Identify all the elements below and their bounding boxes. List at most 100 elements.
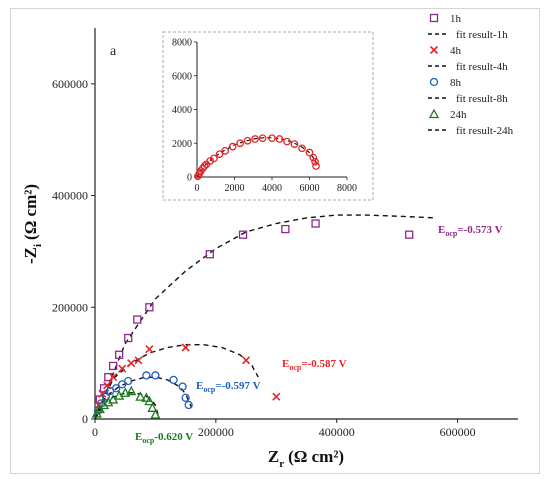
data-point-1h bbox=[108, 361, 118, 371]
inset-y-tick-label: 4000 bbox=[172, 105, 192, 116]
legend-label-fit-result-4h: fit result-4h bbox=[456, 61, 508, 73]
inset-data-point bbox=[251, 135, 259, 143]
data-point-24h bbox=[126, 385, 137, 396]
fit-curve-fit-result-4h bbox=[94, 344, 259, 420]
inset-plot: 0 2000 4000 6000 8000 0 2000 4000 6000 8000 bbox=[162, 31, 374, 201]
annotations: Eocp=-0.573 V Eocp=-0.587 V Eocp=-0.597 V E… bbox=[135, 224, 503, 445]
legend-marker-24h bbox=[428, 108, 440, 119]
figure-frame bbox=[10, 8, 540, 474]
y-tick-label: 0 bbox=[82, 412, 88, 426]
inset-data-point bbox=[221, 146, 229, 155]
data-point-24h bbox=[98, 399, 110, 410]
data-point-8h bbox=[142, 371, 151, 380]
data-point-24h bbox=[135, 391, 146, 401]
legend-label-24h: 24h bbox=[450, 109, 467, 121]
data-point-1h bbox=[281, 224, 290, 234]
inset-y-tick-label: 8000 bbox=[172, 38, 192, 49]
svg-text:-Zi(Ω cm²): -Zi(Ω cm²) bbox=[21, 184, 44, 264]
inset-y-tick-label: 2000 bbox=[172, 139, 192, 150]
ocp-annotation: Eocp=-0.587 V bbox=[282, 358, 347, 372]
inset-data-point bbox=[236, 139, 244, 148]
data-point-8h bbox=[169, 375, 178, 385]
y-tick-label: 600000 bbox=[52, 77, 88, 91]
data-point-4h bbox=[145, 345, 154, 354]
x-tick-label: 600000 bbox=[440, 425, 476, 439]
inset-y-tick-label: 0 bbox=[187, 173, 192, 184]
legend-marker-8h bbox=[429, 77, 439, 87]
data-point-8h bbox=[178, 382, 187, 391]
data-point-1h bbox=[311, 219, 320, 228]
data-point-1h bbox=[124, 333, 133, 343]
data-point-8h bbox=[101, 392, 111, 401]
data-point-8h bbox=[184, 400, 193, 410]
data-point-1h bbox=[205, 250, 214, 259]
legend-label-4h: 4h bbox=[450, 45, 462, 57]
data-point-8h bbox=[151, 371, 160, 380]
data-point-4h bbox=[134, 356, 143, 365]
legend-label-fit-result-24h: fit result-24h bbox=[456, 125, 514, 137]
inset-data-point bbox=[243, 136, 252, 145]
data-point-24h bbox=[120, 387, 131, 397]
panel-label: a bbox=[110, 44, 117, 59]
data-point-24h bbox=[147, 402, 158, 412]
inset-x-tick-label: 0 bbox=[195, 183, 200, 194]
inset-data-point bbox=[311, 157, 319, 166]
legend-label-fit-result-8h: fit result-8h bbox=[456, 93, 508, 105]
legend-marker-4h bbox=[429, 45, 439, 55]
legend-label-1h: 1h bbox=[450, 13, 462, 25]
data-point-8h bbox=[181, 393, 190, 402]
data-point-4h bbox=[109, 373, 118, 382]
inset-data-point bbox=[215, 150, 224, 159]
legend-marker-1h bbox=[429, 13, 439, 23]
data-point-1h bbox=[405, 230, 414, 239]
data-point-1h bbox=[104, 372, 113, 382]
data-point-4h bbox=[127, 359, 136, 368]
data-point-24h bbox=[91, 408, 102, 418]
data-point-8h bbox=[124, 376, 133, 386]
data-point-4h bbox=[98, 389, 107, 398]
inset-data-point bbox=[290, 140, 299, 148]
inset-data-point bbox=[312, 162, 320, 170]
fit-curve-fit-result-1h bbox=[94, 214, 437, 420]
data-point-1h bbox=[115, 350, 124, 359]
x-tick-label: 0 bbox=[92, 425, 98, 439]
ocp-annotation: Eocp-0.620 V bbox=[135, 431, 193, 445]
legend-label-8h: 8h bbox=[450, 77, 462, 89]
ocp-annotation: Eocp=-0.573 V bbox=[438, 224, 503, 238]
inset-data-point bbox=[210, 154, 218, 163]
data-point-1h bbox=[145, 303, 154, 312]
y-tick-label: 200000 bbox=[52, 300, 88, 314]
inset-data-point bbox=[305, 148, 314, 157]
inset-data-point bbox=[275, 135, 284, 143]
legend-label-fit-result-1h: fit result-1h bbox=[456, 29, 508, 41]
data-point-24h bbox=[141, 392, 152, 402]
inset-x-tick-label: 8000 bbox=[337, 183, 357, 194]
legend: 1h fit result-1h 4h fit result-4h 8h fit resu… bbox=[428, 13, 514, 137]
inset-fit-curve bbox=[196, 137, 319, 178]
y-tick-label: 400000 bbox=[52, 189, 88, 203]
data-point-1h bbox=[238, 230, 248, 239]
x-axis-label: Zr (Ω cm²) bbox=[268, 447, 344, 470]
inset-x-tick-label: 4000 bbox=[262, 183, 282, 194]
data-point-1h bbox=[133, 315, 142, 324]
ocp-annotation: Eocp=-0.597 V bbox=[196, 380, 261, 394]
inset-data-point bbox=[258, 134, 267, 143]
x-tick-label: 200000 bbox=[198, 425, 234, 439]
data-point-4h bbox=[272, 392, 281, 401]
inset-data-point bbox=[200, 162, 209, 170]
inset-data-point bbox=[298, 144, 306, 153]
data-point-24h bbox=[144, 395, 155, 406]
inset-data-point bbox=[309, 153, 318, 162]
data-point-4h bbox=[181, 343, 190, 352]
data-point-8h bbox=[112, 384, 121, 393]
inset-data-point bbox=[283, 137, 291, 146]
inset-data-point bbox=[228, 142, 237, 151]
inset-x-tick-label: 6000 bbox=[300, 183, 320, 194]
y-axis-label: -Zi(Ω cm²) bbox=[21, 184, 44, 264]
x-tick-label: 400000 bbox=[319, 425, 355, 439]
data-point-8h bbox=[118, 380, 127, 389]
inset-data-point bbox=[268, 134, 276, 143]
inset-x-tick-label: 2000 bbox=[225, 183, 245, 194]
